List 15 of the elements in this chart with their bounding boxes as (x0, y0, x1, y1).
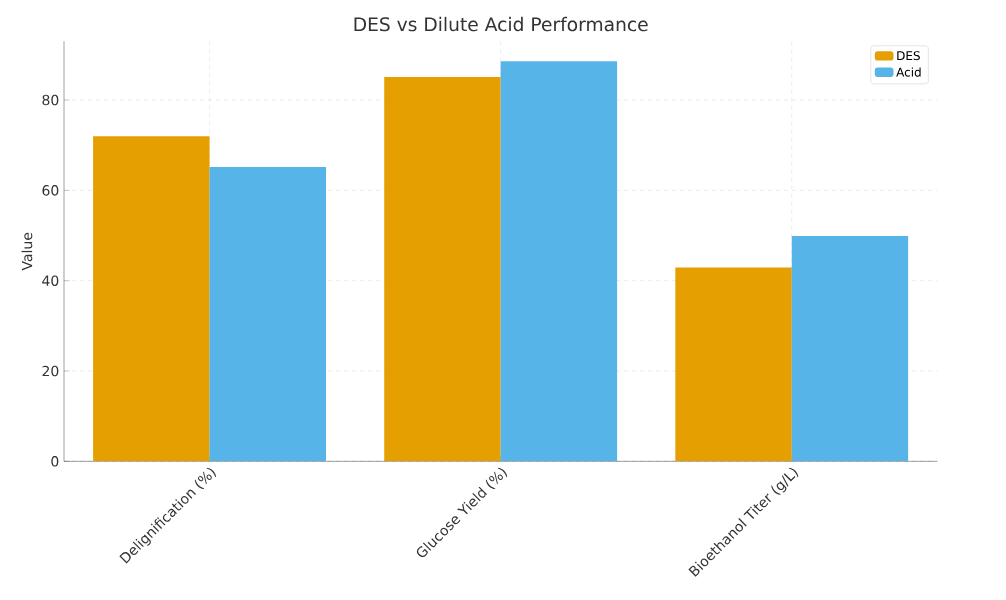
y-tick-label: 80 (42, 94, 59, 106)
chart-title: DES vs Dilute Acid Performance (354, 16, 648, 32)
bar (675, 267, 792, 462)
bar (93, 136, 210, 462)
y-tick-label: 60 (42, 185, 59, 196)
y-axis-title: Value (21, 232, 33, 271)
bar (500, 61, 618, 462)
y-tick-label: 0 (51, 456, 59, 467)
y-tick-label: 20 (42, 365, 59, 377)
bar (209, 166, 326, 462)
y-tick-label: 40 (42, 275, 59, 286)
legend-label: DES (897, 51, 920, 61)
bar (791, 235, 909, 462)
bar (384, 77, 501, 462)
legend-label: Acid (896, 67, 921, 77)
